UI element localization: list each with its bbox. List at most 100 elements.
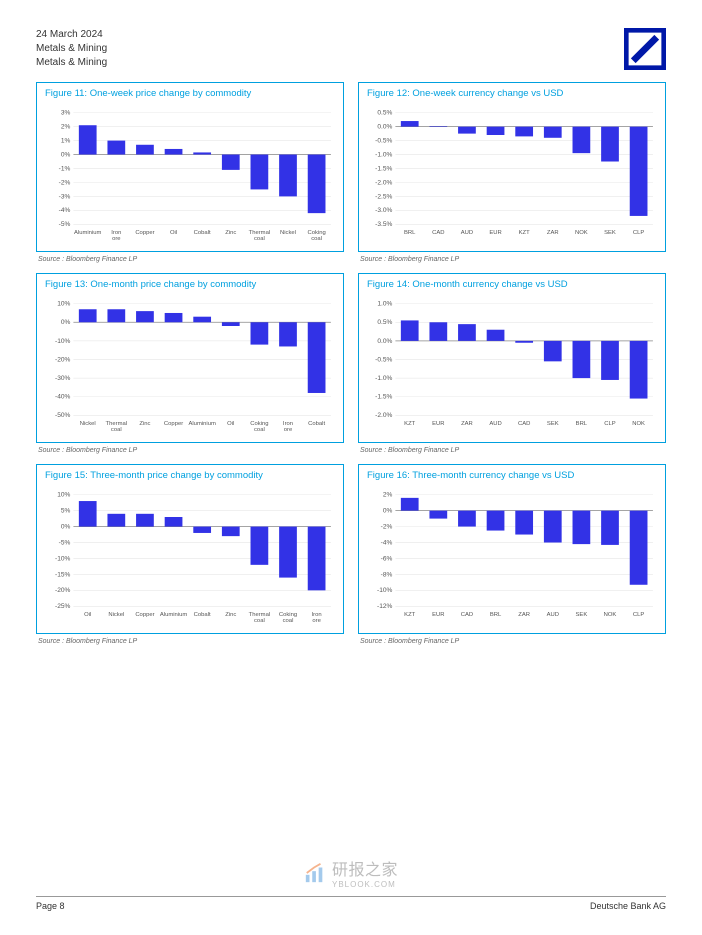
svg-text:KZT: KZT — [404, 421, 416, 427]
bar — [544, 341, 562, 361]
svg-text:AUD: AUD — [489, 421, 501, 427]
chart-panel: Figure 12: One-week currency change vs U… — [358, 82, 666, 252]
svg-text:-2.0%: -2.0% — [375, 412, 393, 419]
chart-title: Figure 13: One-month price change by com… — [37, 274, 343, 294]
svg-text:KZT: KZT — [404, 612, 416, 618]
chart-body: -50%-40%-30%-20%-10%0%10%NickelThermalco… — [37, 294, 343, 442]
svg-text:-1.5%: -1.5% — [375, 166, 393, 173]
svg-text:-25%: -25% — [55, 603, 71, 610]
svg-text:coal: coal — [254, 427, 265, 433]
chart-title: Figure 11: One-week price change by comm… — [37, 83, 343, 103]
chart-body: -2.0%-1.5%-1.0%-0.5%0.0%0.5%1.0%KZTEURZA… — [359, 294, 665, 442]
svg-text:SEK: SEK — [547, 421, 559, 427]
bar — [279, 322, 297, 346]
bar — [401, 498, 419, 511]
bar — [487, 511, 505, 531]
svg-text:EUR: EUR — [432, 612, 444, 618]
svg-text:Aluminium: Aluminium — [160, 612, 188, 618]
svg-text:coal: coal — [254, 236, 265, 242]
svg-text:-8%: -8% — [381, 571, 393, 578]
svg-text:-30%: -30% — [55, 375, 71, 382]
chart-body: -12%-10%-8%-6%-4%-2%0%2%KZTEURCADBRLZARA… — [359, 485, 665, 633]
svg-text:-40%: -40% — [55, 394, 71, 401]
svg-text:ZAR: ZAR — [518, 612, 530, 618]
svg-text:coal: coal — [111, 427, 122, 433]
svg-text:3%: 3% — [61, 110, 71, 117]
svg-text:BRL: BRL — [576, 421, 587, 427]
svg-text:Thermal: Thermal — [249, 612, 271, 618]
svg-text:EUR: EUR — [432, 421, 444, 427]
bar — [79, 125, 97, 154]
svg-text:1%: 1% — [61, 138, 71, 145]
svg-text:SEK: SEK — [576, 612, 588, 618]
svg-text:Iron: Iron — [312, 612, 322, 618]
svg-text:KZT: KZT — [519, 230, 531, 236]
bar — [136, 514, 154, 527]
svg-text:ore: ore — [112, 236, 120, 242]
bar — [429, 126, 447, 127]
bar — [107, 514, 125, 527]
bar — [458, 511, 476, 527]
svg-text:NOK: NOK — [632, 421, 645, 427]
svg-text:-2%: -2% — [59, 180, 71, 187]
chart-title: Figure 14: One-month currency change vs … — [359, 274, 665, 294]
svg-text:-10%: -10% — [55, 338, 71, 345]
svg-text:Cobalt: Cobalt — [308, 421, 325, 427]
bar — [429, 511, 447, 519]
svg-text:Thermal: Thermal — [249, 230, 271, 236]
svg-text:-15%: -15% — [55, 571, 71, 578]
header-line1: Metals & Mining — [36, 42, 107, 56]
svg-text:Zinc: Zinc — [225, 230, 236, 236]
svg-text:Copper: Copper — [135, 230, 154, 236]
svg-text:-3%: -3% — [59, 193, 71, 200]
svg-text:0%: 0% — [383, 508, 393, 515]
bar — [308, 527, 326, 591]
svg-text:CAD: CAD — [518, 421, 530, 427]
bar — [458, 324, 476, 341]
bar — [573, 127, 591, 154]
watermark-text: 研报之家 — [332, 856, 398, 880]
bar — [487, 127, 505, 135]
svg-text:10%: 10% — [57, 301, 71, 308]
svg-text:-3.5%: -3.5% — [375, 221, 393, 228]
bar — [251, 322, 269, 344]
header-line2: Metals & Mining — [36, 56, 107, 70]
svg-text:-5%: -5% — [59, 540, 71, 547]
svg-text:-1.0%: -1.0% — [375, 152, 393, 159]
bar — [251, 155, 269, 190]
chart-panel: Figure 11: One-week price change by comm… — [36, 82, 344, 252]
panel-f16: Figure 16: Three-month currency change v… — [358, 464, 666, 649]
panel-f11: Figure 11: One-week price change by comm… — [36, 82, 344, 267]
svg-text:Cobalt: Cobalt — [194, 612, 211, 618]
bar — [193, 527, 211, 533]
bar — [601, 341, 619, 380]
svg-text:coal: coal — [311, 236, 322, 242]
bar — [165, 313, 183, 322]
svg-text:BRL: BRL — [490, 612, 501, 618]
deutsche-bank-logo-icon — [624, 28, 666, 70]
svg-text:CAD: CAD — [461, 612, 473, 618]
svg-text:Oil: Oil — [227, 421, 234, 427]
chart-title: Figure 12: One-week currency change vs U… — [359, 83, 665, 103]
chart-panel: Figure 14: One-month currency change vs … — [358, 273, 666, 443]
svg-text:Iron: Iron — [111, 230, 121, 236]
footer-company: Deutsche Bank AG — [590, 901, 666, 911]
svg-text:10%: 10% — [57, 492, 71, 499]
bar — [165, 517, 183, 527]
bar — [107, 141, 125, 155]
svg-text:BRL: BRL — [404, 230, 415, 236]
watermark: 研报之家 YBLOOK.COM — [304, 856, 398, 889]
bar — [79, 501, 97, 527]
svg-text:-2%: -2% — [381, 524, 393, 531]
svg-text:ore: ore — [312, 618, 320, 624]
chart-body: -25%-20%-15%-10%-5%0%5%10%OilNickelCoppe… — [37, 485, 343, 633]
svg-text:coal: coal — [254, 618, 265, 624]
svg-text:Nickel: Nickel — [280, 230, 296, 236]
bar — [429, 322, 447, 341]
svg-text:EUR: EUR — [489, 230, 501, 236]
svg-text:Oil: Oil — [84, 612, 91, 618]
bar — [515, 511, 533, 535]
chart-body: -5%-4%-3%-2%-1%0%1%2%3%AluminiumIronoreC… — [37, 103, 343, 251]
chart-source: Source : Bloomberg Finance LP — [36, 638, 344, 645]
bar — [308, 322, 326, 393]
